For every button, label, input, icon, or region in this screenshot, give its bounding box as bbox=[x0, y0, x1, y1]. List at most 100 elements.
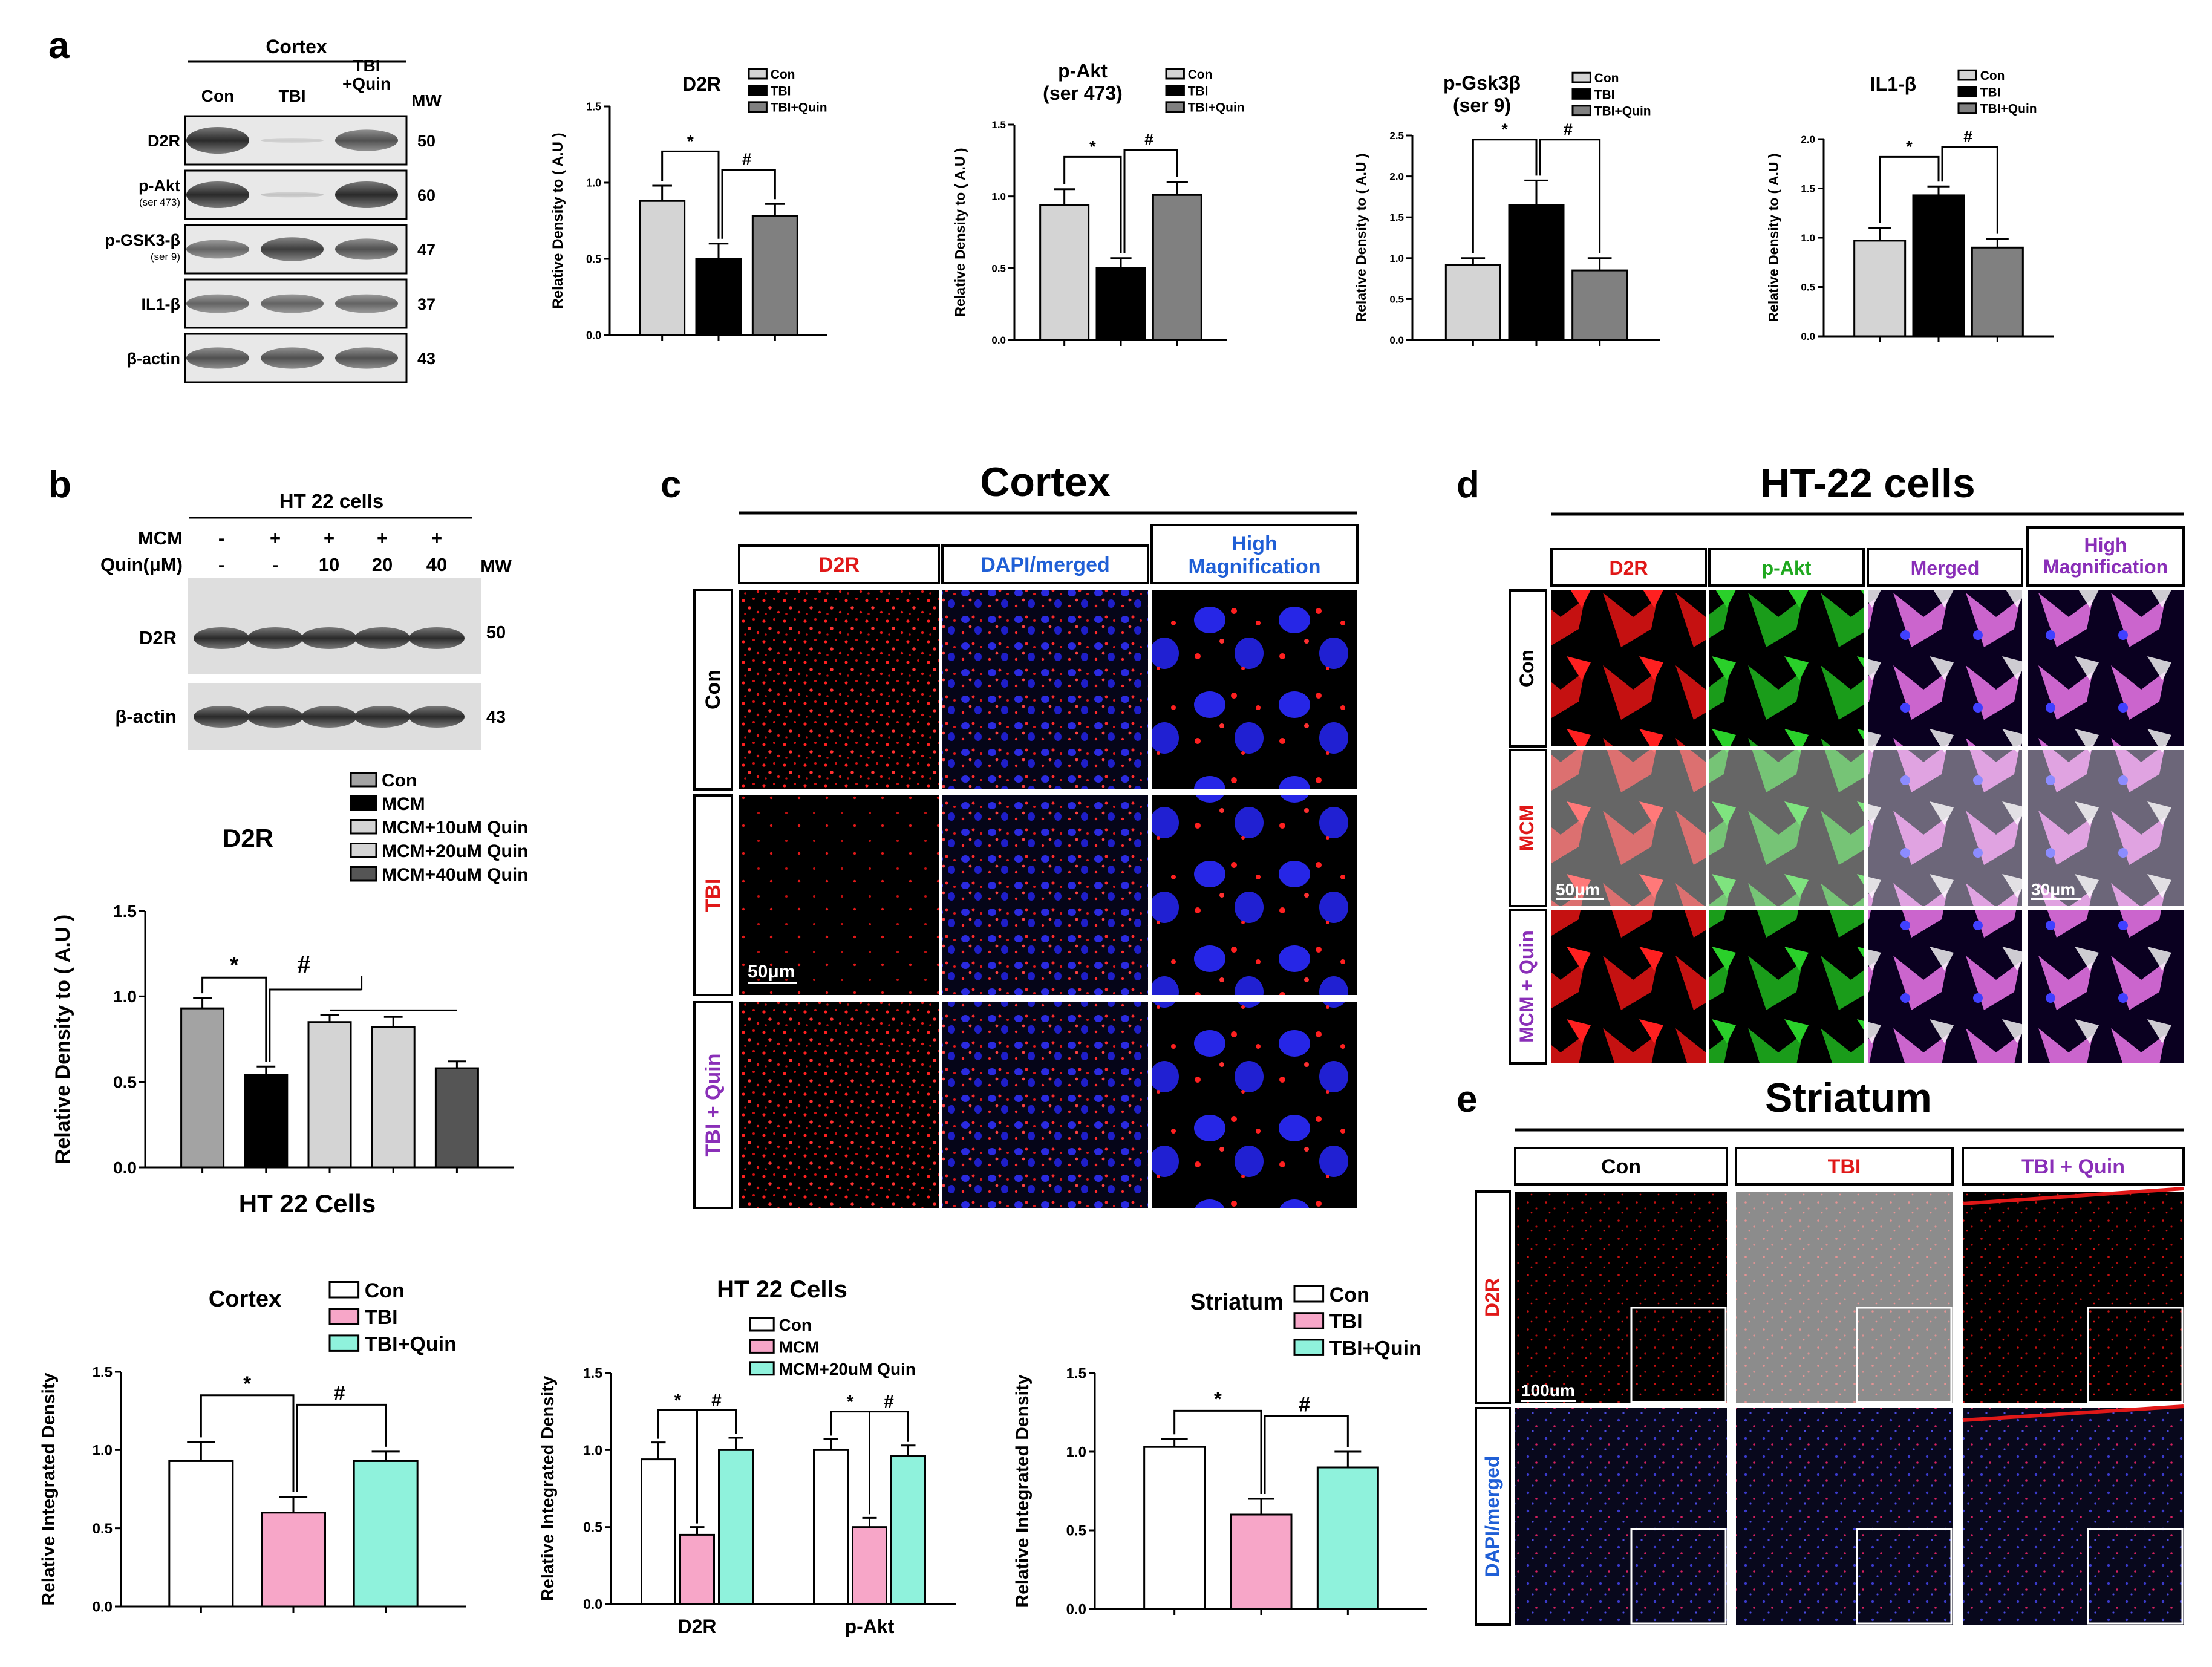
blot-title: HT 22 cells bbox=[279, 490, 383, 512]
bar bbox=[639, 200, 686, 336]
y-tick-label: 2.5 bbox=[1389, 130, 1404, 142]
bar bbox=[307, 1021, 352, 1169]
western-blot-ht22: HT 22 cells MCM Quin(μM) - + + + + - - 10 20 40 MW D2R… bbox=[100, 490, 512, 750]
row-header-box bbox=[1475, 1190, 1511, 1404]
column-header-box bbox=[1708, 548, 1865, 587]
blot-band bbox=[194, 627, 249, 649]
row-header-label: TBI + Quin bbox=[702, 1054, 725, 1157]
significance-bracket bbox=[1472, 139, 1538, 253]
bar bbox=[1571, 269, 1628, 341]
column-header-label: Magnification bbox=[2043, 556, 2168, 578]
chart-title: Striatum bbox=[1190, 1290, 1284, 1315]
blot-band bbox=[409, 627, 465, 649]
micrograph bbox=[942, 590, 1148, 789]
legend-label: Con bbox=[771, 68, 795, 82]
micrograph bbox=[1963, 1192, 2184, 1403]
significance-mark: # bbox=[1144, 131, 1153, 149]
blot-mcm-label: MCM bbox=[138, 527, 183, 549]
blot-mw-value: 60 bbox=[417, 186, 436, 204]
significance-mark: # bbox=[1299, 1394, 1310, 1417]
x-tick-label: D2R bbox=[677, 1616, 716, 1637]
column-header-label: D2R bbox=[818, 553, 860, 576]
significance-mark: * bbox=[230, 953, 239, 978]
micrograph bbox=[1868, 750, 2022, 906]
legend-label: Con bbox=[1594, 71, 1619, 85]
legend-label: TBI bbox=[1980, 85, 2001, 99]
blot-band bbox=[186, 294, 249, 313]
y-tick-label: 0.0 bbox=[991, 334, 1006, 346]
y-tick-label: 2.0 bbox=[1389, 171, 1404, 183]
chart-d1: 0.0 0.5 1.0 1.5 Relative Integrated Density H… bbox=[538, 1276, 956, 1637]
column-header-box bbox=[1150, 524, 1359, 584]
blot-mw-value: 47 bbox=[417, 241, 436, 259]
y-tick-label: 0.5 bbox=[583, 1519, 602, 1535]
bar bbox=[1230, 1513, 1293, 1610]
blot-mcm-value: + bbox=[431, 527, 442, 549]
micrograph bbox=[1515, 1408, 1727, 1625]
blot-band bbox=[186, 127, 249, 154]
blot-band bbox=[261, 347, 324, 369]
micrograph bbox=[1736, 1408, 1953, 1625]
legend-swatch bbox=[749, 1361, 775, 1376]
legend-label: TBI+Quin bbox=[1188, 101, 1245, 115]
y-tick-label: 0.5 bbox=[1066, 1522, 1086, 1539]
column-header-label: DAPI/merged bbox=[980, 553, 1110, 576]
micrograph bbox=[1551, 750, 1706, 906]
micrograph bbox=[739, 795, 939, 995]
blot-lane-label: +Quin bbox=[342, 74, 391, 93]
inset-box bbox=[1856, 1307, 1953, 1403]
blot-band bbox=[186, 181, 249, 208]
blot-band bbox=[354, 627, 410, 649]
y-tick-label: 1.5 bbox=[113, 902, 137, 921]
legend-swatch bbox=[1165, 85, 1185, 96]
y-tick-label: 0.5 bbox=[586, 253, 601, 265]
row-header-label: Con bbox=[1516, 650, 1538, 687]
blot-mw-header: MW bbox=[411, 91, 442, 110]
micrograph bbox=[1709, 590, 1864, 746]
bar bbox=[244, 1074, 289, 1169]
blot-band bbox=[301, 627, 357, 649]
blot-band bbox=[261, 138, 324, 143]
column-header-label: Merged bbox=[1911, 557, 1980, 579]
column-header-label: Con bbox=[1601, 1155, 1641, 1178]
legend-swatch bbox=[328, 1308, 360, 1325]
significance-bracket bbox=[721, 169, 776, 239]
inset-box bbox=[1630, 1528, 1727, 1625]
blot-mcm-value: - bbox=[218, 527, 224, 549]
blot-row-label: β-actin bbox=[115, 706, 177, 727]
row-header-box bbox=[1509, 749, 1547, 907]
legend-swatch bbox=[1293, 1285, 1325, 1303]
significance-mark: * bbox=[687, 131, 694, 150]
chart-title: IL1-β bbox=[1870, 73, 1916, 95]
legend-label: TBI+Quin bbox=[1594, 105, 1651, 119]
legend-label: Con bbox=[1188, 68, 1213, 82]
bar bbox=[1508, 204, 1565, 341]
row-header-box bbox=[1509, 589, 1547, 748]
blot-band bbox=[186, 240, 249, 259]
column-header-label: Magnification bbox=[1188, 555, 1320, 578]
micrograph bbox=[942, 1002, 1148, 1208]
significance-mark: # bbox=[1963, 128, 1972, 146]
y-tick-label: 1.0 bbox=[583, 1442, 602, 1458]
legend-swatch bbox=[350, 795, 377, 811]
legend-swatch bbox=[749, 1317, 775, 1332]
legend-swatch bbox=[1293, 1339, 1325, 1356]
column-header-box bbox=[941, 544, 1149, 584]
y-axis-label: Relative Density to ( A.U ) bbox=[1766, 153, 1781, 322]
inset-box bbox=[2087, 1528, 2184, 1625]
legend-label: MCM bbox=[382, 794, 425, 814]
column-header-label: TBI + Quin bbox=[2021, 1155, 2125, 1178]
legend-swatch bbox=[328, 1281, 360, 1299]
legend-swatch bbox=[350, 843, 377, 858]
chart-a1: 0.0 0.5 1.0 1.5 Relative Density to ( A.U ) D… bbox=[550, 68, 827, 341]
micrograph bbox=[2028, 910, 2184, 1063]
inset-box bbox=[1630, 1307, 1727, 1403]
panel-label-d: d bbox=[1457, 464, 1480, 506]
chart-a2: 0.0 0.5 1.0 1.5 Relative Density to ( A.U ) p… bbox=[952, 60, 1245, 346]
legend-label: MCM+20uM Quin bbox=[779, 1360, 916, 1378]
blot-band bbox=[247, 706, 303, 728]
legend-label: TBI bbox=[1594, 88, 1615, 102]
y-tick-label: 1.0 bbox=[586, 177, 601, 189]
